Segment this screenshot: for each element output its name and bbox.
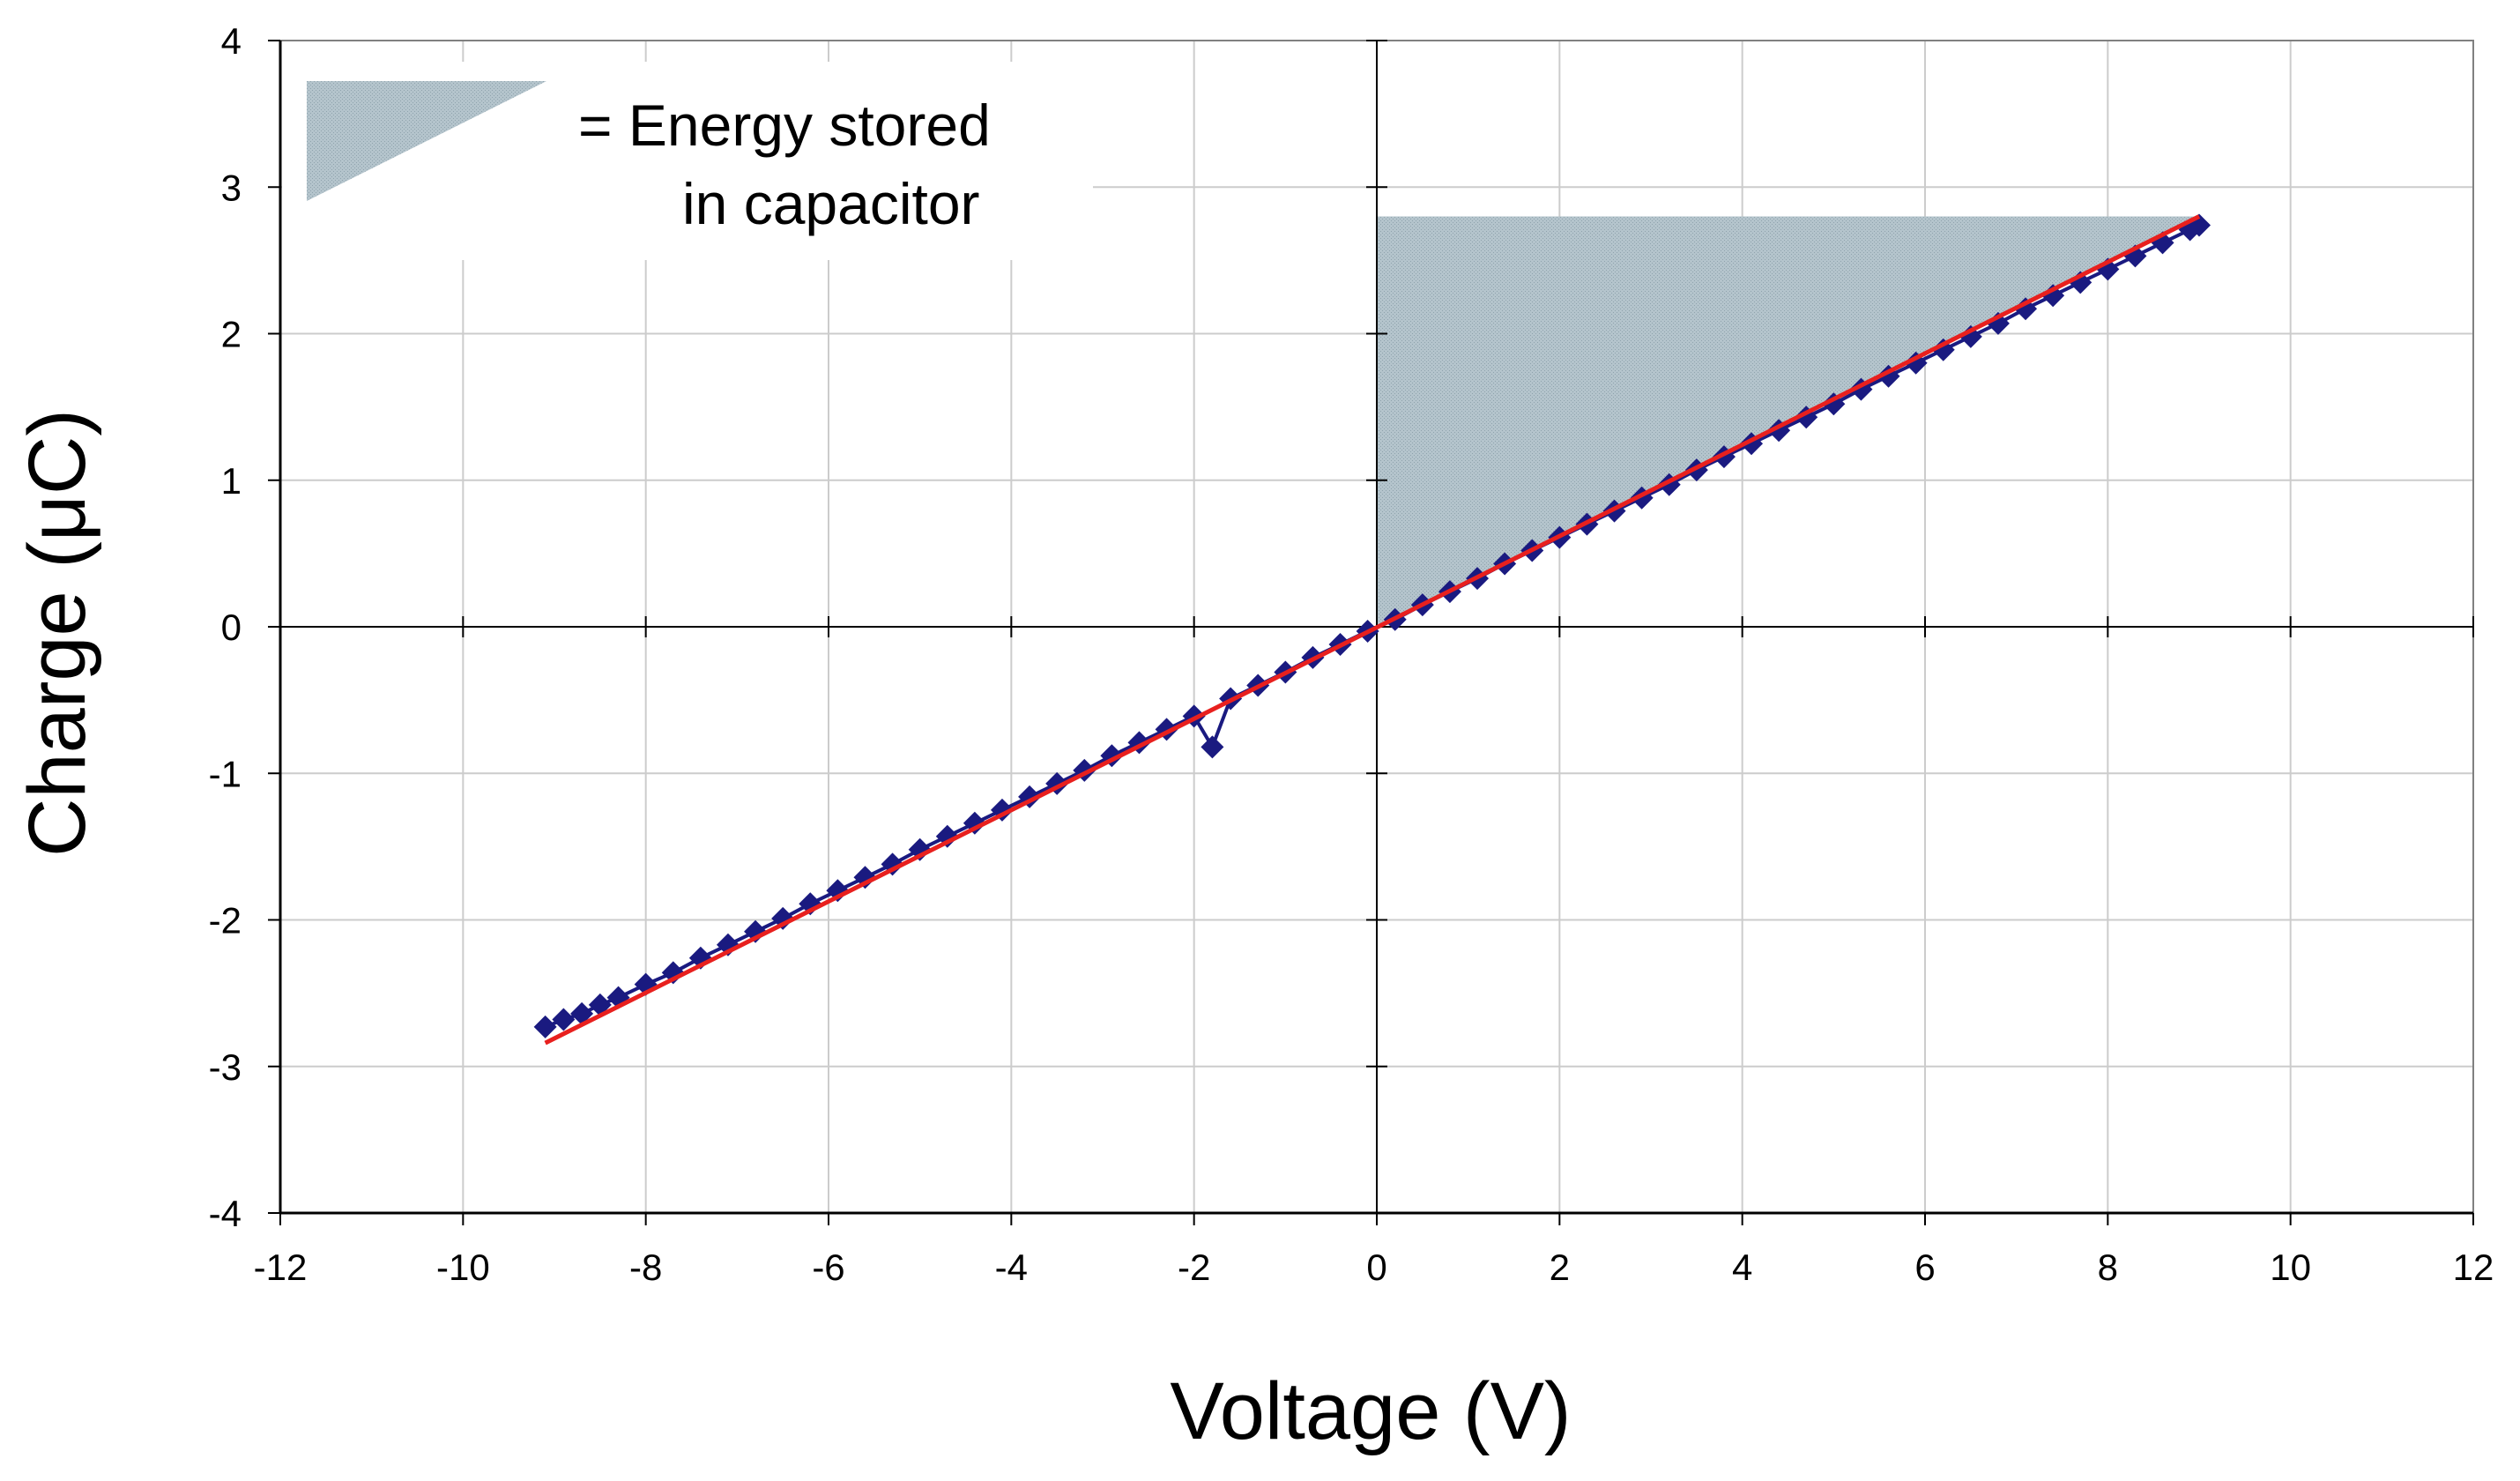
x-tick-label: -12 <box>254 1247 308 1288</box>
y-tick-label: -4 <box>209 1193 242 1234</box>
data-point <box>2014 297 2038 321</box>
legend: = Energy stored in capacitor <box>282 62 1093 260</box>
y-axis-title: Charge (μC) <box>12 409 102 857</box>
data-point <box>1201 735 1224 759</box>
y-tick-label: 0 <box>221 607 242 648</box>
y-tick-label: 1 <box>221 460 242 502</box>
x-tick-label: 8 <box>2098 1247 2118 1288</box>
x-tick-label: -4 <box>995 1247 1028 1288</box>
data-point <box>853 866 877 889</box>
x-tick-label: -6 <box>812 1247 844 1288</box>
x-tick-label: -8 <box>629 1247 662 1288</box>
y-tick-label: -1 <box>209 753 242 794</box>
data-point <box>2041 284 2065 308</box>
data-point <box>1959 324 1982 348</box>
x-axis-title: Voltage (V) <box>1170 1366 1571 1456</box>
data-point <box>552 1008 576 1031</box>
y-tick-label: -3 <box>209 1046 242 1088</box>
fit-line <box>544 214 2201 1046</box>
legend-swatch <box>307 81 546 201</box>
x-tick-label: 0 <box>1366 1247 1386 1288</box>
x-tick-label: 12 <box>2453 1247 2494 1288</box>
y-tick-label: 4 <box>221 20 242 62</box>
fit-line-layer <box>544 214 2201 1046</box>
x-tick-label: -2 <box>1178 1247 1210 1288</box>
data-point <box>1712 445 1736 469</box>
x-tick-label: 6 <box>1914 1247 1935 1288</box>
x-tick-label: 4 <box>1732 1247 1752 1288</box>
x-tick-label: 2 <box>1550 1247 1570 1288</box>
x-tick-label: 10 <box>2270 1247 2311 1288</box>
data-point <box>935 824 959 848</box>
y-tick-label: -2 <box>209 900 242 941</box>
legend-line1: = Energy stored <box>578 93 991 158</box>
data-point <box>1931 338 1955 361</box>
legend-line2: in capacitor <box>682 171 980 236</box>
x-tick-label: -10 <box>436 1247 490 1288</box>
data-point <box>533 1015 557 1038</box>
y-tick-label: 3 <box>221 167 242 208</box>
y-tick-label: 2 <box>221 314 242 355</box>
data-point <box>771 906 795 930</box>
